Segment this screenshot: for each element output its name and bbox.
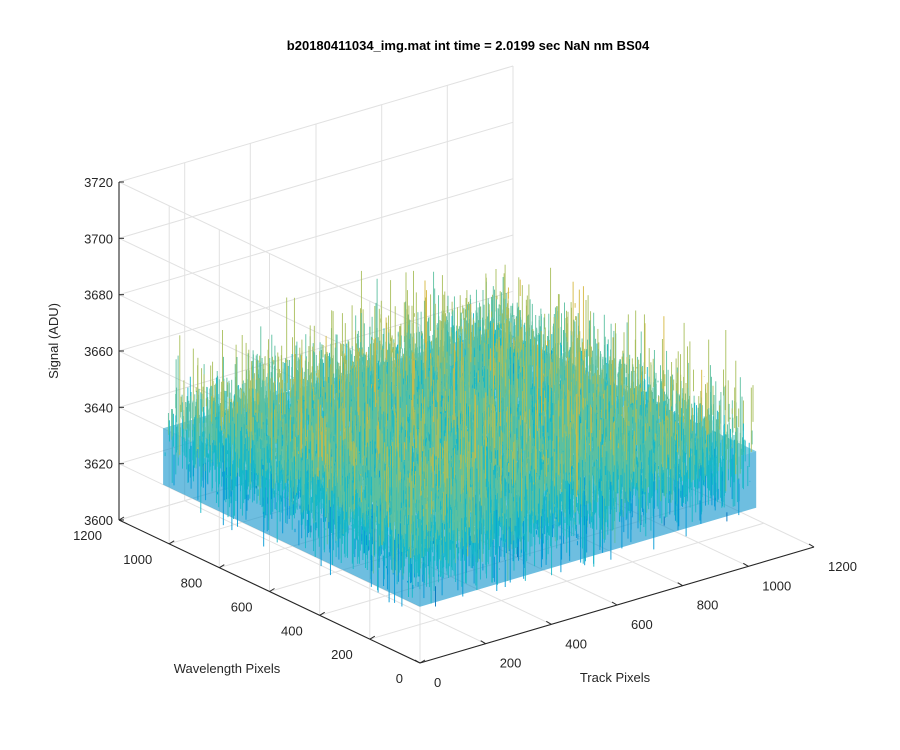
surface-mesh: [163, 264, 757, 607]
wall-gridline: [118, 463, 421, 608]
chart-title: b20180411034_img.mat int time = 2.0199 s…: [287, 38, 650, 53]
wall-gridline: [118, 121, 514, 239]
wall-gridline: [118, 65, 514, 183]
wall-gridline: [118, 234, 514, 352]
surface-left-face: [163, 428, 420, 607]
floor-gridline: [369, 522, 764, 640]
wall-gridline: [118, 181, 421, 326]
wall-gridline: [118, 178, 514, 296]
